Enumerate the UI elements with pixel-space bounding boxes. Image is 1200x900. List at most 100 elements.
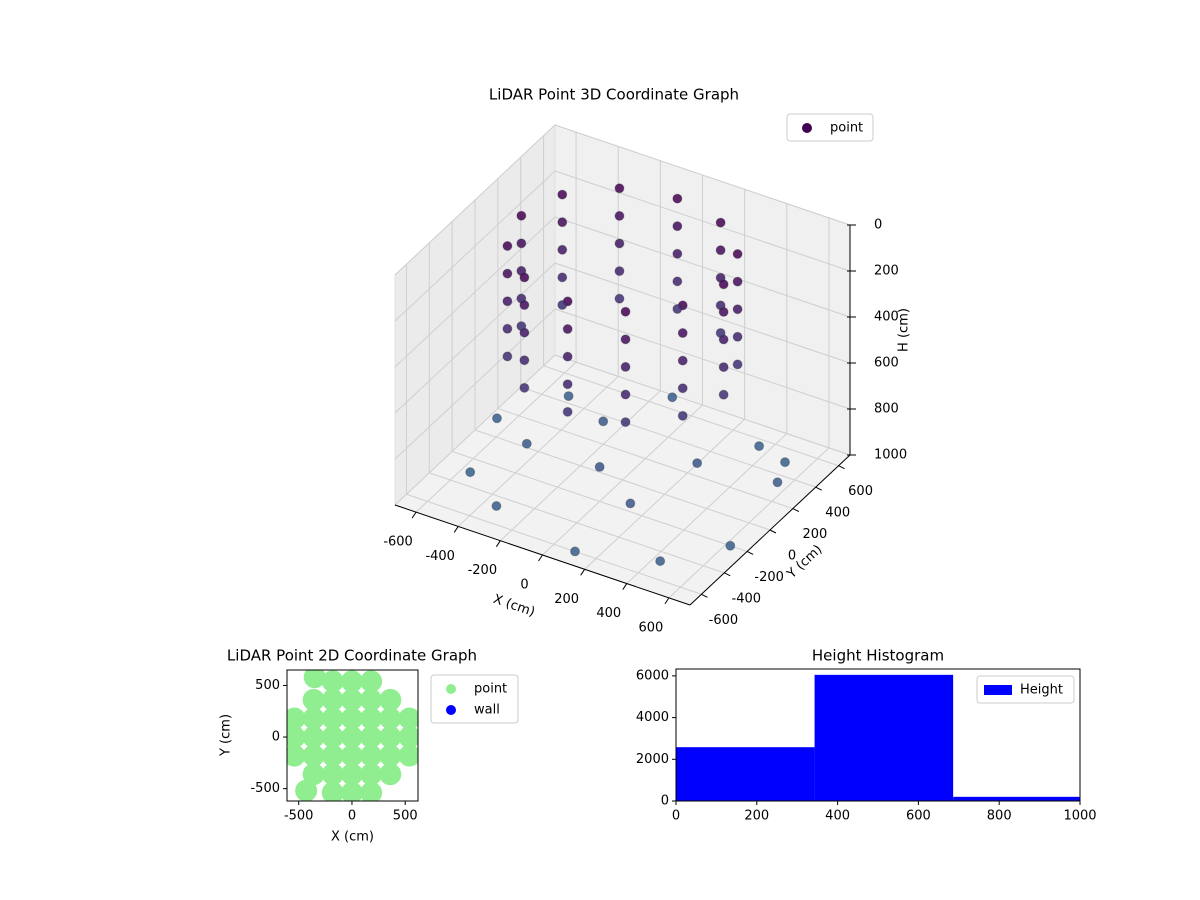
grid-line <box>497 408 794 510</box>
x-tick-label: 0 <box>348 809 356 824</box>
x-tick <box>538 554 543 562</box>
y-tick <box>769 529 777 534</box>
point <box>620 361 631 372</box>
point <box>321 670 344 693</box>
z-tick-label: 600 <box>874 356 899 371</box>
legend-marker <box>446 684 456 694</box>
point <box>502 268 513 279</box>
point <box>321 707 344 730</box>
point <box>360 707 383 730</box>
point <box>321 763 344 786</box>
point <box>303 670 326 689</box>
point <box>725 540 736 551</box>
point <box>340 726 363 749</box>
z-tick-label: 1000 <box>874 448 907 463</box>
point <box>614 210 625 221</box>
point <box>732 276 743 287</box>
point <box>340 763 363 786</box>
z-tick-label: 800 <box>874 402 899 417</box>
grid-line <box>554 170 851 272</box>
y-tick <box>815 486 822 491</box>
bar <box>676 747 815 801</box>
point <box>360 781 383 801</box>
y-tick <box>724 572 731 577</box>
x-tick-label: -400 <box>425 549 455 564</box>
legend-box <box>786 113 874 142</box>
point <box>302 744 325 767</box>
point <box>340 670 363 693</box>
point <box>557 189 568 200</box>
y-tick <box>746 550 754 555</box>
legend-label: point <box>830 121 863 136</box>
point <box>340 707 363 730</box>
point <box>321 744 344 767</box>
point <box>692 458 703 469</box>
point <box>502 351 513 362</box>
y-tick <box>792 508 800 513</box>
z-tick-label: 0 <box>874 218 882 233</box>
point <box>672 193 683 204</box>
point <box>519 382 530 393</box>
point <box>465 467 476 478</box>
x-tick <box>664 597 670 605</box>
grid-line <box>554 354 851 456</box>
z-tick-label: 200 <box>874 264 899 279</box>
point <box>672 221 683 232</box>
legend-marker <box>446 705 456 715</box>
point <box>491 501 502 511</box>
point <box>667 392 678 403</box>
plot-area <box>676 674 1080 801</box>
point <box>614 293 625 304</box>
grid-line <box>543 365 839 467</box>
x-tick-label: 600 <box>906 809 931 824</box>
y-tick-label: -600 <box>709 613 739 628</box>
point <box>379 707 402 730</box>
x-axis <box>394 504 691 606</box>
x-tick-label: 800 <box>987 809 1012 824</box>
point <box>360 763 383 786</box>
legend-swatch <box>984 685 1012 695</box>
x-tick-label: 400 <box>596 606 621 621</box>
y-tick-label: -500 <box>250 781 280 796</box>
bar <box>814 674 954 801</box>
point <box>398 707 418 730</box>
point <box>321 688 344 711</box>
point <box>519 355 530 366</box>
grid-line <box>554 308 851 410</box>
point <box>677 328 688 339</box>
z-axis-label: H (cm) <box>897 308 912 352</box>
y-tick-label: 400 <box>825 506 850 521</box>
x-tick-label: 500 <box>393 809 418 824</box>
point <box>672 303 683 314</box>
point <box>398 744 418 767</box>
point <box>772 477 783 488</box>
point <box>398 726 418 749</box>
bar <box>953 796 1080 801</box>
y-tick-label: 4000 <box>636 710 669 725</box>
point <box>340 688 363 711</box>
point <box>655 556 666 567</box>
point <box>302 726 325 749</box>
point <box>672 276 683 287</box>
y-tick-label: -400 <box>732 591 762 606</box>
legend-box <box>976 675 1075 704</box>
point <box>614 238 625 249</box>
point <box>379 763 402 786</box>
point <box>557 217 568 228</box>
point <box>620 389 631 400</box>
point <box>718 389 729 400</box>
grid-line <box>394 170 556 322</box>
point <box>516 210 527 221</box>
point <box>516 293 527 304</box>
point <box>502 323 513 334</box>
point <box>625 498 636 509</box>
point <box>562 351 573 362</box>
x-tick-label: 600 <box>639 620 664 635</box>
legend-label: wall <box>474 703 500 718</box>
point <box>563 391 574 402</box>
y-tick-label: 2000 <box>636 752 669 767</box>
y-tick-label: 500 <box>255 678 280 693</box>
grid-line <box>520 386 816 488</box>
chart-title: LiDAR Point 2D Coordinate Graph <box>227 647 477 665</box>
point <box>562 324 573 335</box>
